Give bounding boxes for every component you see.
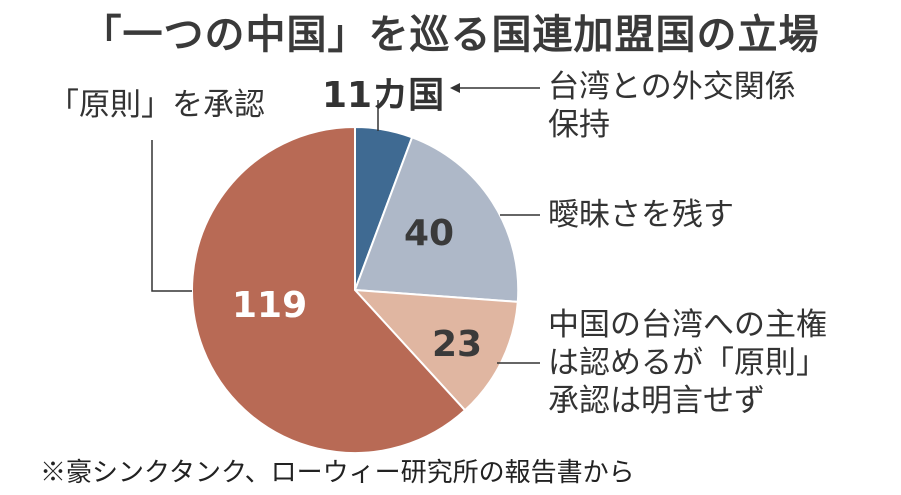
- value-23: 23: [432, 324, 483, 365]
- slice-ambiguous: [353, 136, 520, 303]
- slice-sovereign: [352, 288, 519, 412]
- label-principle: 「原則」を承認: [48, 87, 265, 123]
- label-ambiguous: 曖昧さを残す: [548, 197, 734, 233]
- label-sovereign-2: は認めるが「原則」: [548, 345, 827, 381]
- value-11: 11カ国: [322, 75, 445, 116]
- label-sovereign-3: 承認は明言せず: [548, 383, 765, 419]
- label-taiwan-2: 保持: [548, 107, 610, 143]
- value-40: 40: [404, 213, 455, 254]
- value-119: 119: [232, 285, 308, 326]
- chart-title: 「一つの中国」を巡る国連加盟国の立場: [81, 12, 820, 58]
- slice-principle: [191, 125, 467, 454]
- source-note: ※豪シンクタンク、ローウィー研究所の報告書から: [40, 458, 635, 488]
- label-taiwan-1: 台湾との外交関係: [548, 69, 796, 105]
- label-sovereign-1: 中国の台湾への主権: [548, 307, 827, 343]
